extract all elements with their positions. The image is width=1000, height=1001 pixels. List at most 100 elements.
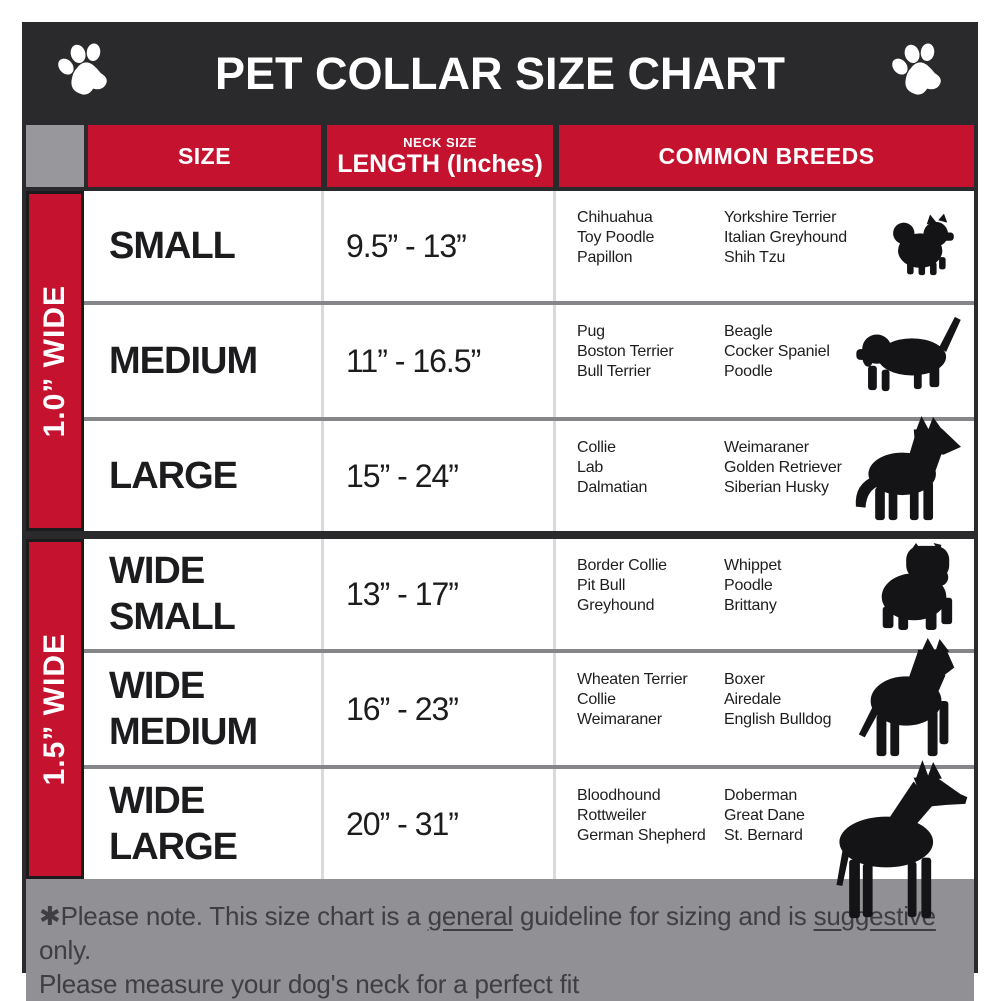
size-cell-wide-small: WIDE SMALL [84,539,321,649]
breed: Boxer [724,671,765,688]
footer-text: guideline for sizing and is [512,901,814,931]
title-bar: PET COLLAR SIZE CHART [22,22,978,125]
breed: Collie [577,439,616,456]
breeds-list: Bloodhound Rottweiler German Shepherd Do… [577,786,974,846]
range-cell: 13” - 17” [321,539,553,649]
breeds-list: Collie Lab Dalmatian Weimaraner Golden R… [577,438,974,498]
row-divider [84,649,974,653]
size-label: WIDE [109,665,205,707]
footer-line-2: Please measure your dog's neck for a per… [39,969,580,999]
breeds-column-1: Chihuahua Toy Poodle Papillon [577,208,724,268]
breed: Weimaraner [577,711,662,728]
breed: Doberman [724,787,798,804]
breeds-cell: Border Collie Pit Bull Greyhound Whippet… [553,539,974,649]
size-cell-wide-medium: WIDE MEDIUM [84,653,321,765]
header-divider [26,187,974,191]
pomeranian-silhouette-icon [882,212,960,281]
size-cell-medium: MEDIUM [84,305,321,417]
shepherd-silhouette-icon [846,416,968,529]
sidebar-1.5-wide: 1.5” WIDE [26,539,84,879]
breed: Airedale [724,691,782,708]
breed: Lab [577,459,604,476]
breed: Italian Greyhound [724,229,847,246]
section-divider [26,531,974,539]
breed: Chihuahua [577,209,653,226]
size-cell-large: LARGE [84,421,321,531]
breed: Dalmatian [577,479,648,496]
sidebar-label: 1.5” WIDE [38,632,71,786]
column-header-common-breeds: COMMON BREEDS [553,125,974,187]
breed: Beagle [724,323,773,340]
size-label: MEDIUM [109,340,258,382]
breeds-cell: Bloodhound Rottweiler German Shepherd Do… [553,760,974,919]
size-label: MEDIUM [109,711,258,753]
pitbull-silhouette-icon [854,638,966,765]
paw-icon [52,43,114,104]
footer-line-1: ✱Please note. This size chart is a gener… [39,899,960,967]
breed: Pit Bull [577,577,626,594]
breed: Brittany [724,597,777,614]
beagle-silhouette-icon [854,314,966,399]
breeds-column-2: Weimaraner Golden Retriever Siberian Hus… [724,438,842,498]
size-cell-small: SMALL [84,191,321,301]
breed: Border Collie [577,557,667,574]
size-label: SMALL [109,225,236,267]
breeds-column-2: Doberman Great Dane St. Bernard [724,786,805,846]
range-cell: 15” - 24” [321,421,553,531]
breed: Bloodhound [577,787,661,804]
corner-cell [26,125,84,187]
breeds-column-2: Boxer Airedale English Bulldog [724,670,832,730]
breeds-cell: Chihuahua Toy Poodle Papillon Yorkshire … [553,191,974,301]
breed: Boston Terrier [577,343,674,360]
size-label: LARGE [109,826,238,868]
breed: English Bulldog [724,711,832,728]
row-divider [84,417,974,421]
bulldog-silhouette-icon [868,542,960,637]
breeds-column-1: Wheaten Terrier Collie Weimaraner [577,670,724,730]
sidebar-label: 1.0” WIDE [38,284,71,438]
asterisk-icon: ✱ [39,901,61,931]
breeds-cell: Collie Lab Dalmatian Weimaraner Golden R… [553,416,974,531]
size-label: WIDE [109,550,205,592]
size-label: LARGE [109,455,238,497]
breeds-column-1: Pug Boston Terrier Bull Terrier [577,322,724,382]
breed: Papillon [577,249,633,266]
breeds-column-1: Border Collie Pit Bull Greyhound [577,556,724,616]
column-header-neck-length: NECK SIZE LENGTH (Inches) [321,125,553,187]
breeds-column-2: Beagle Cocker Spaniel Poodle [724,322,830,382]
doberman-silhouette-icon [822,760,972,929]
breed: Rottweiler [577,807,647,824]
breed: Weimaraner [724,439,809,456]
breeds-column-1: Bloodhound Rottweiler German Shepherd [577,786,724,846]
breeds-list: Pug Boston Terrier Bull Terrier Beagle C… [577,322,974,382]
breed: Poodle [724,363,773,380]
breed: Golden Retriever [724,459,842,476]
page-title: PET COLLAR SIZE CHART [215,47,785,99]
neck-size-sub-label: NECK SIZE [403,134,477,150]
footer-note: ✱Please note. This size chart is a gener… [26,879,974,1001]
breed: Whippet [724,557,782,574]
breed: Greyhound [577,597,655,614]
breed: Wheaten Terrier [577,671,688,688]
footer-text: only. [39,935,91,965]
breeds-list: Chihuahua Toy Poodle Papillon Yorkshire … [577,208,974,268]
breeds-column-2: Yorkshire Terrier Italian Greyhound Shih… [724,208,847,268]
breed: Siberian Husky [724,479,829,496]
length-inches-label: LENGTH (Inches) [337,149,543,178]
size-chart-board: PET COLLAR SIZE CHART SIZE NECK SIZE LEN… [22,22,978,1001]
range-cell: 20” - 31” [321,769,553,879]
sidebar-1.0-wide: 1.0” WIDE [26,191,84,531]
column-header-size: SIZE [84,125,321,187]
breed: Shih Tzu [724,249,786,266]
breed: German Shepherd [577,827,706,844]
row-divider [84,301,974,305]
breeds-column-1: Collie Lab Dalmatian [577,438,724,498]
footer-underlined-word: general [427,901,514,931]
breeds-list: Wheaten Terrier Collie Weimaraner Boxer … [577,670,974,730]
footer-text: Please note. This size chart is a [60,901,428,931]
breed: Cocker Spaniel [724,343,830,360]
row-divider [84,765,974,769]
breed: Collie [577,691,616,708]
breed: Poodle [724,577,773,594]
range-cell: 9.5” - 13” [321,191,553,301]
